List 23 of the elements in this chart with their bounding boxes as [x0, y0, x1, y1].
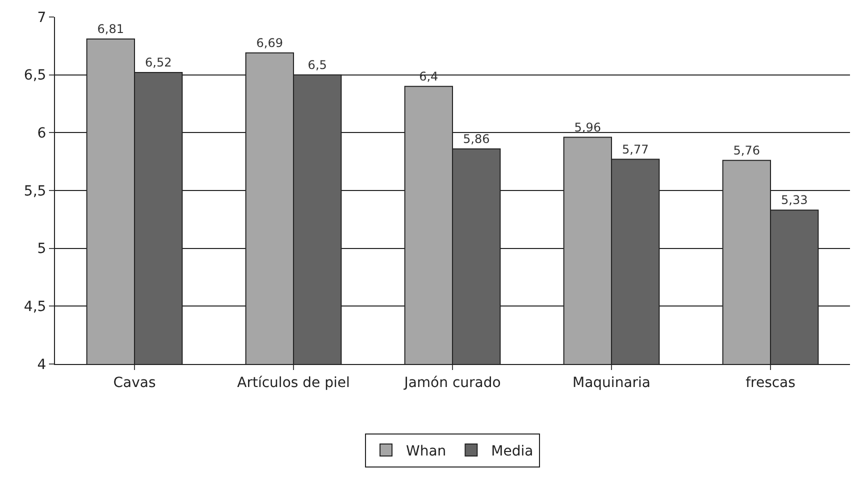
data-label: 6,5 — [308, 58, 327, 72]
y-tick-label: 6,5 — [24, 68, 46, 84]
data-label: 5,76 — [733, 143, 760, 158]
data-label: 5,33 — [780, 193, 808, 208]
x-tick-label: Artículos de piel — [237, 374, 350, 391]
y-tick-label: 6 — [37, 126, 46, 142]
x-tick-label: Cavas — [113, 374, 156, 391]
x-tick-label: Jamón curado — [403, 374, 501, 391]
data-label: 5,77 — [622, 142, 649, 156]
y-tick-label: 4,5 — [24, 299, 46, 316]
data-label: 6,69 — [256, 36, 284, 50]
data-label: 6,81 — [97, 22, 124, 36]
y-tick-label: 5,5 — [24, 183, 46, 200]
y-tick-label: 5 — [37, 241, 46, 258]
data-label: 6,52 — [144, 56, 172, 70]
x-tick-label: frescas — [746, 374, 796, 391]
legend-label: Media — [491, 443, 534, 460]
legend-label: Whan — [406, 443, 446, 460]
data-label: 5,86 — [462, 132, 490, 146]
y-tick-label: 4 — [37, 356, 46, 373]
data-label: 5,96 — [574, 120, 602, 134]
y-tick-label: 7 — [37, 10, 46, 26]
x-tick-label: Maquinaria — [572, 374, 650, 391]
